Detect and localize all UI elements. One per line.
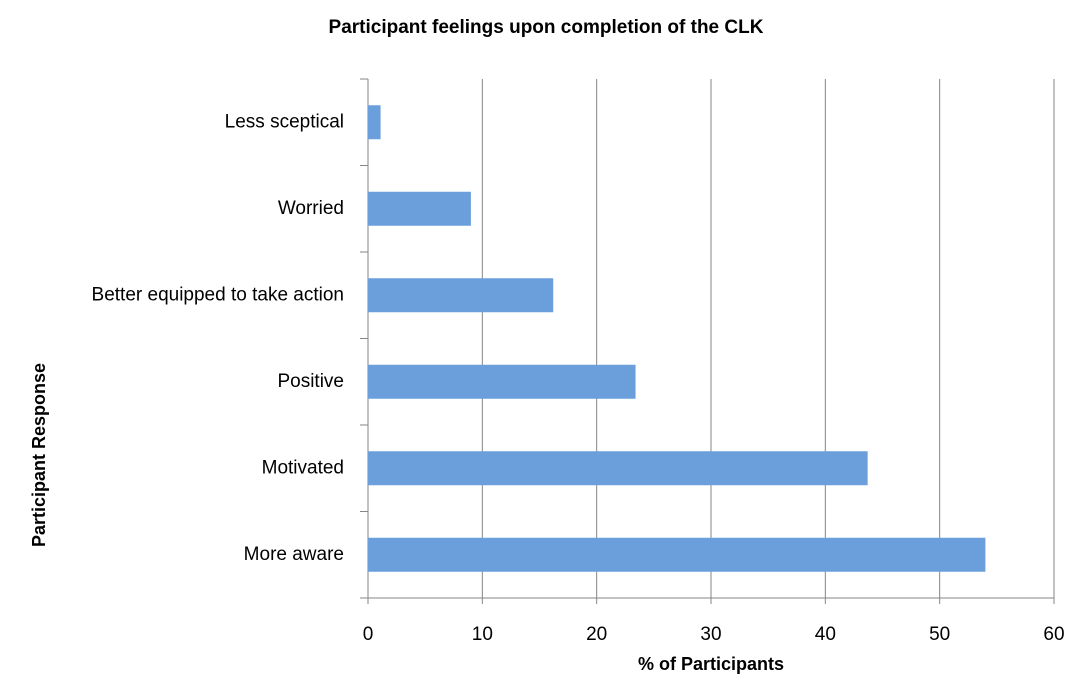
y-tick-label: Better equipped to take action <box>92 284 344 305</box>
x-tick-label: 10 <box>472 624 493 645</box>
x-tick-label: 30 <box>700 624 721 645</box>
bar <box>368 537 986 572</box>
x-tick-label: 40 <box>815 624 836 645</box>
y-tick-label: Less sceptical <box>225 111 344 132</box>
x-tick-label: 20 <box>586 624 607 645</box>
x-tick-label: 60 <box>1043 624 1064 645</box>
bar <box>368 105 381 140</box>
bar <box>368 191 471 226</box>
x-tick-label: 0 <box>363 624 374 645</box>
y-axis-title: Participant Response <box>29 363 49 547</box>
y-tick-label: More aware <box>244 544 344 565</box>
x-axis-title: % of Participants <box>638 654 784 674</box>
bar <box>368 451 868 486</box>
x-tick-label: 50 <box>929 624 950 645</box>
y-tick-label: Positive <box>277 371 344 392</box>
bar <box>368 364 636 399</box>
chart-title: Participant feelings upon completion of … <box>329 17 764 38</box>
bar <box>368 278 554 313</box>
y-tick-label: Worried <box>278 198 344 219</box>
y-tick-label: Motivated <box>262 457 344 478</box>
